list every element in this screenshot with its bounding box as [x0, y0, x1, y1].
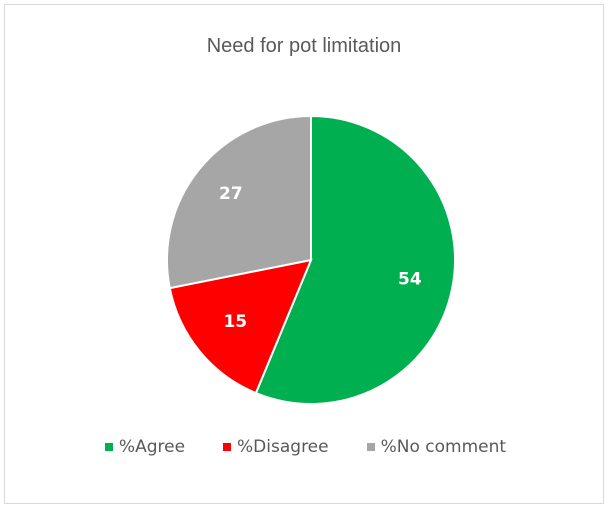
- legend-item-disagree: %Disagree: [223, 437, 329, 457]
- legend-item-no-comment: %No comment: [366, 437, 507, 457]
- legend: %Agree %Disagree %No comment: [0, 437, 611, 457]
- legend-swatch-disagree: [223, 443, 232, 451]
- legend-swatch-no-comment: [366, 443, 375, 451]
- legend-swatch-agree: [104, 443, 113, 451]
- legend-label-no-comment: %No comment: [380, 437, 507, 457]
- pie-slice-disagree: [168, 258, 313, 395]
- data-label-agree: 54: [398, 270, 422, 290]
- legend-label-disagree: %Disagree: [237, 437, 329, 457]
- data-label-no-comment: 27: [219, 184, 243, 204]
- pie-slice-no-comment: [166, 114, 312, 290]
- legend-label-agree: %Agree: [118, 437, 186, 457]
- chart-title: Need for pot limitation: [206, 35, 402, 57]
- data-label-disagree: 15: [223, 312, 247, 332]
- legend-item-agree: %Agree: [104, 437, 186, 457]
- pie-slice-agree: [254, 114, 456, 405]
